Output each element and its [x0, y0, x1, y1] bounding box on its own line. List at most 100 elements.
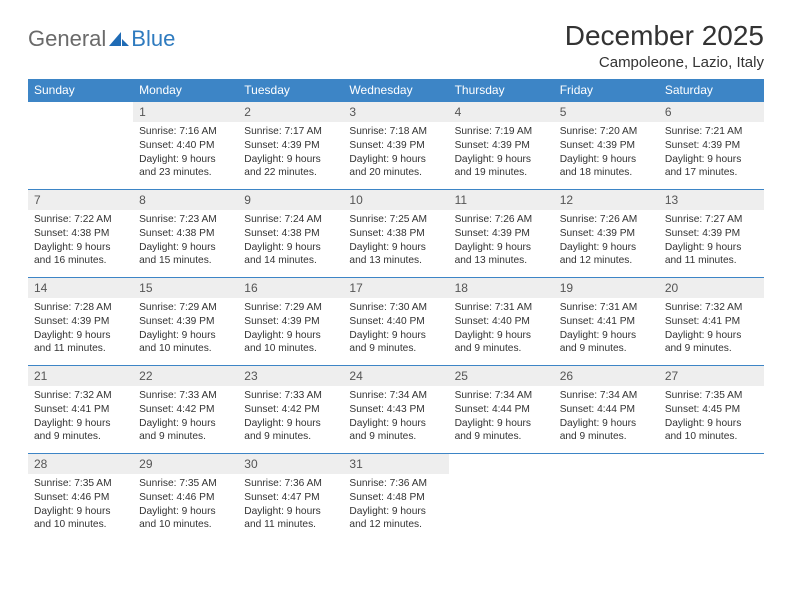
calendar-cell — [449, 453, 554, 541]
day-body: Sunrise: 7:35 AMSunset: 4:45 PMDaylight:… — [659, 386, 764, 450]
day-number: 12 — [554, 189, 659, 210]
calendar-cell — [659, 453, 764, 541]
day-body: Sunrise: 7:23 AMSunset: 4:38 PMDaylight:… — [133, 210, 238, 274]
calendar-cell: 9Sunrise: 7:24 AMSunset: 4:38 PMDaylight… — [238, 189, 343, 277]
day-body: Sunrise: 7:33 AMSunset: 4:42 PMDaylight:… — [133, 386, 238, 450]
day-body: Sunrise: 7:28 AMSunset: 4:39 PMDaylight:… — [28, 298, 133, 362]
calendar-cell: 18Sunrise: 7:31 AMSunset: 4:40 PMDayligh… — [449, 277, 554, 365]
weekday-header: Tuesday — [238, 79, 343, 101]
day-body: Sunrise: 7:29 AMSunset: 4:39 PMDaylight:… — [133, 298, 238, 362]
day-body: Sunrise: 7:34 AMSunset: 4:43 PMDaylight:… — [343, 386, 448, 450]
calendar-cell: 11Sunrise: 7:26 AMSunset: 4:39 PMDayligh… — [449, 189, 554, 277]
day-body: Sunrise: 7:35 AMSunset: 4:46 PMDaylight:… — [133, 474, 238, 538]
day-body: Sunrise: 7:24 AMSunset: 4:38 PMDaylight:… — [238, 210, 343, 274]
day-number: 29 — [133, 453, 238, 474]
calendar-page: General Blue December 2025 Campoleone, L… — [0, 0, 792, 541]
calendar-table: SundayMondayTuesdayWednesdayThursdayFrid… — [28, 79, 764, 541]
day-body: Sunrise: 7:36 AMSunset: 4:48 PMDaylight:… — [343, 474, 448, 538]
day-number: 5 — [554, 101, 659, 122]
day-body: Sunrise: 7:22 AMSunset: 4:38 PMDaylight:… — [28, 210, 133, 274]
day-body: Sunrise: 7:16 AMSunset: 4:40 PMDaylight:… — [133, 122, 238, 186]
calendar-cell: 26Sunrise: 7:34 AMSunset: 4:44 PMDayligh… — [554, 365, 659, 453]
calendar-cell: 23Sunrise: 7:33 AMSunset: 4:42 PMDayligh… — [238, 365, 343, 453]
calendar-cell: 3Sunrise: 7:18 AMSunset: 4:39 PMDaylight… — [343, 101, 448, 189]
day-body: Sunrise: 7:26 AMSunset: 4:39 PMDaylight:… — [554, 210, 659, 274]
day-number-empty — [659, 453, 764, 474]
calendar-cell: 20Sunrise: 7:32 AMSunset: 4:41 PMDayligh… — [659, 277, 764, 365]
brand-part1: General — [28, 26, 106, 52]
calendar-cell: 2Sunrise: 7:17 AMSunset: 4:39 PMDaylight… — [238, 101, 343, 189]
day-body: Sunrise: 7:29 AMSunset: 4:39 PMDaylight:… — [238, 298, 343, 362]
day-number: 19 — [554, 277, 659, 298]
calendar-cell: 13Sunrise: 7:27 AMSunset: 4:39 PMDayligh… — [659, 189, 764, 277]
day-number: 23 — [238, 365, 343, 386]
day-number: 7 — [28, 189, 133, 210]
calendar-row: 21Sunrise: 7:32 AMSunset: 4:41 PMDayligh… — [28, 365, 764, 453]
day-body: Sunrise: 7:33 AMSunset: 4:42 PMDaylight:… — [238, 386, 343, 450]
day-number-empty — [554, 453, 659, 474]
calendar-row: 7Sunrise: 7:22 AMSunset: 4:38 PMDaylight… — [28, 189, 764, 277]
day-number: 13 — [659, 189, 764, 210]
day-body: Sunrise: 7:32 AMSunset: 4:41 PMDaylight:… — [659, 298, 764, 362]
day-body: Sunrise: 7:18 AMSunset: 4:39 PMDaylight:… — [343, 122, 448, 186]
calendar-cell: 27Sunrise: 7:35 AMSunset: 4:45 PMDayligh… — [659, 365, 764, 453]
day-body: Sunrise: 7:20 AMSunset: 4:39 PMDaylight:… — [554, 122, 659, 186]
calendar-cell: 7Sunrise: 7:22 AMSunset: 4:38 PMDaylight… — [28, 189, 133, 277]
calendar-cell: 14Sunrise: 7:28 AMSunset: 4:39 PMDayligh… — [28, 277, 133, 365]
day-body: Sunrise: 7:30 AMSunset: 4:40 PMDaylight:… — [343, 298, 448, 362]
day-number: 31 — [343, 453, 448, 474]
day-body: Sunrise: 7:25 AMSunset: 4:38 PMDaylight:… — [343, 210, 448, 274]
weekday-header: Sunday — [28, 79, 133, 101]
day-number-empty — [28, 101, 133, 122]
weekday-header-row: SundayMondayTuesdayWednesdayThursdayFrid… — [28, 79, 764, 101]
calendar-cell: 5Sunrise: 7:20 AMSunset: 4:39 PMDaylight… — [554, 101, 659, 189]
day-body: Sunrise: 7:27 AMSunset: 4:39 PMDaylight:… — [659, 210, 764, 274]
weekday-header: Friday — [554, 79, 659, 101]
calendar-cell: 28Sunrise: 7:35 AMSunset: 4:46 PMDayligh… — [28, 453, 133, 541]
day-number: 26 — [554, 365, 659, 386]
calendar-cell: 15Sunrise: 7:29 AMSunset: 4:39 PMDayligh… — [133, 277, 238, 365]
calendar-cell: 17Sunrise: 7:30 AMSunset: 4:40 PMDayligh… — [343, 277, 448, 365]
day-number: 30 — [238, 453, 343, 474]
day-number: 9 — [238, 189, 343, 210]
calendar-cell: 22Sunrise: 7:33 AMSunset: 4:42 PMDayligh… — [133, 365, 238, 453]
day-number: 24 — [343, 365, 448, 386]
brand-logo: General Blue — [28, 20, 175, 52]
calendar-cell: 24Sunrise: 7:34 AMSunset: 4:43 PMDayligh… — [343, 365, 448, 453]
day-number: 16 — [238, 277, 343, 298]
day-number: 15 — [133, 277, 238, 298]
day-body: Sunrise: 7:36 AMSunset: 4:47 PMDaylight:… — [238, 474, 343, 538]
calendar-cell: 8Sunrise: 7:23 AMSunset: 4:38 PMDaylight… — [133, 189, 238, 277]
calendar-cell: 21Sunrise: 7:32 AMSunset: 4:41 PMDayligh… — [28, 365, 133, 453]
header-row: General Blue December 2025 Campoleone, L… — [28, 20, 764, 71]
day-body: Sunrise: 7:34 AMSunset: 4:44 PMDaylight:… — [554, 386, 659, 450]
day-number: 2 — [238, 101, 343, 122]
calendar-cell: 6Sunrise: 7:21 AMSunset: 4:39 PMDaylight… — [659, 101, 764, 189]
day-body: Sunrise: 7:31 AMSunset: 4:41 PMDaylight:… — [554, 298, 659, 362]
calendar-row: 1Sunrise: 7:16 AMSunset: 4:40 PMDaylight… — [28, 101, 764, 189]
day-number: 10 — [343, 189, 448, 210]
day-body: Sunrise: 7:17 AMSunset: 4:39 PMDaylight:… — [238, 122, 343, 186]
calendar-cell: 30Sunrise: 7:36 AMSunset: 4:47 PMDayligh… — [238, 453, 343, 541]
calendar-row: 14Sunrise: 7:28 AMSunset: 4:39 PMDayligh… — [28, 277, 764, 365]
day-body: Sunrise: 7:31 AMSunset: 4:40 PMDaylight:… — [449, 298, 554, 362]
day-number: 3 — [343, 101, 448, 122]
day-number: 4 — [449, 101, 554, 122]
day-number: 14 — [28, 277, 133, 298]
calendar-cell: 12Sunrise: 7:26 AMSunset: 4:39 PMDayligh… — [554, 189, 659, 277]
sail-icon — [108, 30, 130, 48]
day-body: Sunrise: 7:26 AMSunset: 4:39 PMDaylight:… — [449, 210, 554, 274]
calendar-cell: 19Sunrise: 7:31 AMSunset: 4:41 PMDayligh… — [554, 277, 659, 365]
day-number: 28 — [28, 453, 133, 474]
calendar-cell: 4Sunrise: 7:19 AMSunset: 4:39 PMDaylight… — [449, 101, 554, 189]
day-number: 1 — [133, 101, 238, 122]
day-number: 20 — [659, 277, 764, 298]
day-body: Sunrise: 7:35 AMSunset: 4:46 PMDaylight:… — [28, 474, 133, 538]
day-number: 27 — [659, 365, 764, 386]
calendar-cell: 16Sunrise: 7:29 AMSunset: 4:39 PMDayligh… — [238, 277, 343, 365]
day-number: 18 — [449, 277, 554, 298]
calendar-body: 1Sunrise: 7:16 AMSunset: 4:40 PMDaylight… — [28, 101, 764, 541]
page-title: December 2025 — [565, 20, 764, 52]
day-body: Sunrise: 7:32 AMSunset: 4:41 PMDaylight:… — [28, 386, 133, 450]
day-number: 11 — [449, 189, 554, 210]
